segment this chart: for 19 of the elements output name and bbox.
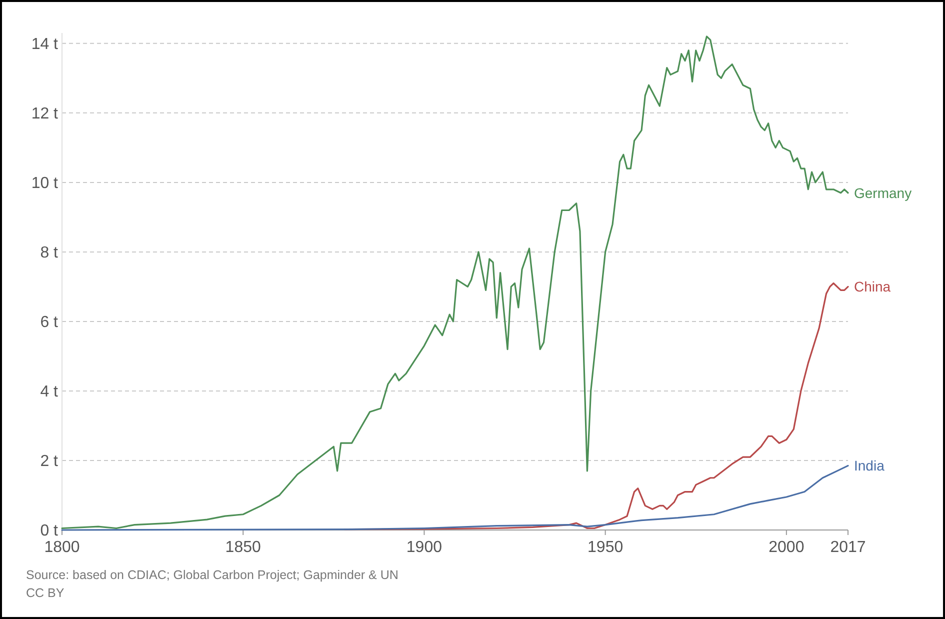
x-tick-label: 1800 — [44, 539, 80, 556]
y-tick-label: 0 t — [40, 522, 59, 540]
y-tick-label: 4 t — [40, 384, 59, 401]
y-tick-label: 8 t — [40, 244, 59, 262]
x-tick-label: 1950 — [588, 539, 624, 556]
y-tick-label: 2 t — [40, 453, 59, 470]
y-tick-label: 12 t — [31, 106, 59, 123]
y-tick-label: 14 t — [31, 36, 59, 54]
x-tick-label: 1850 — [225, 539, 262, 556]
x-tick-label: 2017 — [830, 539, 866, 556]
series-label: China — [854, 278, 891, 295]
source-note: Source: based on CDIAC; Global Carbon Project; Gapminder & UN — [26, 568, 398, 582]
series-label: India — [854, 458, 885, 474]
series-label: Germany — [854, 184, 912, 201]
x-tick-label: 2000 — [768, 539, 804, 556]
text: CC BY — [26, 586, 65, 600]
y-tick-label: 10 t — [31, 175, 59, 192]
x-tick-label: 1900 — [406, 539, 442, 556]
y-tick-label: 6 t — [40, 314, 59, 332]
